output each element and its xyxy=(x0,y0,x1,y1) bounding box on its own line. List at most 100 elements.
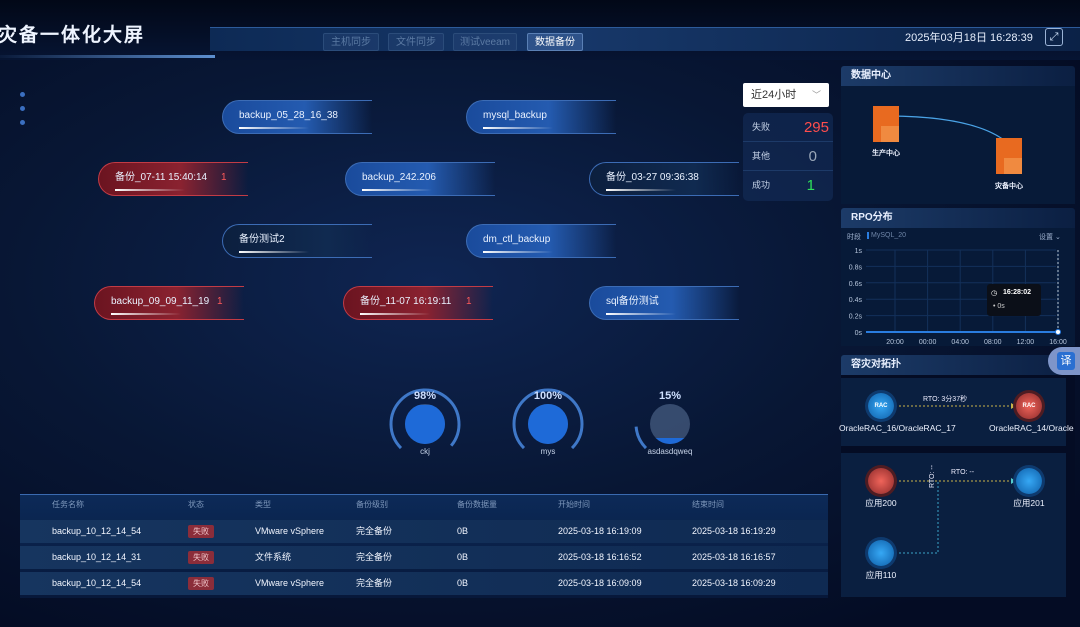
topology-panel: RAC RAC RTO: 3分37秒 OracleRAC_16/OracleRA… xyxy=(839,375,1075,597)
backup-job-card[interactable]: sql备份测试 xyxy=(589,286,739,320)
rac-node-icon[interactable]: RAC xyxy=(1016,393,1042,419)
backup-job-card[interactable]: 备份_03-27 09:36:38 xyxy=(589,162,739,196)
table-row[interactable]: backup_10_12_14_31 失败 文件系统 完全备份 0B 2025-03-18… xyxy=(20,546,828,569)
cell-text: backup_10_12_14_54 xyxy=(52,578,142,588)
filter-label: 时段 xyxy=(847,234,861,241)
app-node-icon[interactable] xyxy=(868,468,894,494)
backup-job-card[interactable]: backup_09_09_11_19 1 xyxy=(94,286,244,320)
gauge-ring xyxy=(634,404,690,450)
tooltip-value: • 0s xyxy=(993,303,1005,310)
table-row[interactable]: backup_10_12_14_54 失败 VMware vSphere 完全备份 0B… xyxy=(20,520,828,543)
gauge-fill xyxy=(650,438,690,444)
rac-node-icon[interactable]: RAC xyxy=(868,393,894,419)
job-name: 备份_07-11 15:40:14 xyxy=(115,172,208,183)
link-line xyxy=(895,478,1016,554)
gauge: 100% xyxy=(508,382,588,462)
progress-bar xyxy=(483,127,553,129)
gauge-arc xyxy=(512,388,584,450)
translate-button[interactable]: 译 xyxy=(1048,347,1080,375)
cell: 0B xyxy=(457,546,468,569)
cell-text: 完全备份 xyxy=(356,526,393,536)
building-icon xyxy=(873,106,899,142)
topology-title: 容灾对拓扑 xyxy=(841,355,1075,375)
app-node-icon[interactable] xyxy=(1016,468,1042,494)
tab-host-sync[interactable]: 主机同步 xyxy=(323,33,379,51)
cell: 完全备份 xyxy=(356,572,392,595)
job-name: 备份测试2 xyxy=(239,234,285,245)
datacenter-panel: 生产中心 灾备中心 xyxy=(841,86,1075,204)
y-tick-label: 0.8s xyxy=(849,264,863,271)
target-node-label: OracleRAC_14/OracleRAC_15 xyxy=(989,423,1074,433)
source-node-label: 应用200 xyxy=(865,498,897,508)
cell: 0B xyxy=(457,572,468,595)
progress-bar xyxy=(360,313,430,315)
datacenter-link xyxy=(873,106,1022,174)
page-dots[interactable] xyxy=(20,92,25,134)
progress-bar xyxy=(362,189,432,191)
backup-job-card[interactable]: 备份测试2 xyxy=(222,224,372,258)
fullscreen-icon[interactable]: ⤢ xyxy=(1045,28,1063,46)
x-tick-label: 16:00 xyxy=(1049,339,1067,346)
rto-label-vertical: RTO: -- xyxy=(929,464,937,489)
backup-job-card[interactable]: backup_242.206 xyxy=(345,162,495,196)
stats-panel: 失败 295 其他 0 成功 1 xyxy=(743,113,833,201)
series-filter[interactable]: MySQL_20 xyxy=(867,232,906,239)
job-name: dm_ctl_backup xyxy=(483,234,551,245)
chart-tooltip: ◷ 16:28:02 • 0s xyxy=(987,284,1041,316)
progress-bar xyxy=(115,189,185,191)
stat-label: 成功 xyxy=(752,180,771,190)
target-node-label: 应用201 xyxy=(1013,498,1045,508)
cell: 0B xyxy=(457,520,468,543)
fail-count: 1 xyxy=(466,296,472,307)
gauge-label: mys xyxy=(540,447,556,456)
gauge-arc xyxy=(389,388,461,450)
topology-pair-2: RTO: -- RTO: -- 应用200 应用201 应用110 xyxy=(841,453,1066,597)
gauge-fill xyxy=(405,404,445,444)
tab-test-veeam[interactable]: 测试veeam xyxy=(453,33,517,51)
settings-label: 设置 xyxy=(1039,234,1053,241)
cell: 完全备份 xyxy=(356,546,392,569)
col-header: 备份级别 xyxy=(356,500,388,509)
cell: 2025-03-18 16:09:29 xyxy=(692,572,776,595)
page-title: 灾备一体化大屏 xyxy=(0,25,146,46)
fail-count: 1 xyxy=(221,172,227,183)
backup-job-card[interactable]: mysql_backup xyxy=(466,100,616,134)
tab-data-backup[interactable]: 数据备份 xyxy=(527,33,583,51)
progress-bar xyxy=(239,251,309,253)
cell-text: 2025-03-18 16:09:29 xyxy=(692,578,776,588)
cell-text: 完全备份 xyxy=(356,578,393,588)
app-node-icon[interactable] xyxy=(868,540,894,566)
job-name: 备份_03-27 09:36:38 xyxy=(606,172,699,183)
topology-pair-1: RAC RAC RTO: 3分37秒 OracleRAC_16/OracleRA… xyxy=(839,378,1074,446)
y-tick-label: 0s xyxy=(855,330,863,337)
col-header: 状态 xyxy=(188,500,204,509)
gauge-fill xyxy=(528,404,568,444)
x-tick-label: 04:00 xyxy=(951,339,969,346)
header-line xyxy=(0,55,215,58)
time-range-select[interactable]: 近24小时 ﹀ xyxy=(743,83,829,107)
gauge: 15% xyxy=(630,382,710,462)
progress-bar xyxy=(483,251,553,253)
gauge-label: ckj xyxy=(420,447,430,456)
cell-text: VMware vSphere xyxy=(255,578,325,588)
backup-job-card[interactable]: backup_05_28_16_38 xyxy=(222,100,372,134)
backup-job-card[interactable]: dm_ctl_backup xyxy=(466,224,616,258)
tab-file-sync[interactable]: 文件同步 xyxy=(388,33,444,51)
gauge-ring xyxy=(512,388,584,450)
cell-text: 完全备份 xyxy=(356,552,393,562)
job-name: backup_05_28_16_38 xyxy=(239,110,338,121)
backup-job-card[interactable]: 备份_11-07 16:19:11 1 xyxy=(343,286,493,320)
backup-job-card[interactable]: 备份_07-11 15:40:14 1 xyxy=(98,162,248,196)
gauge-percent: 15% xyxy=(658,390,682,402)
cell-text: 2025-03-18 16:16:52 xyxy=(558,552,642,562)
table-row[interactable]: backup_10_12_14_54 失败 VMware vSphere 完全备份 0B… xyxy=(20,572,828,595)
settings-dropdown[interactable]: 设置 ⌄ xyxy=(1039,234,1061,241)
col-header: 结束时间 xyxy=(692,500,724,509)
gauge-bowl xyxy=(650,404,690,444)
cell-text: 2025-03-18 16:19:09 xyxy=(558,526,642,536)
y-tick-label: 0.2s xyxy=(849,314,863,321)
table-header: 任务名称 状态 类型 备份级别 备份数据量 开始时间 结束时间 xyxy=(20,494,828,514)
cell: backup_10_12_14_31 xyxy=(52,546,141,569)
progress-bar xyxy=(239,127,309,129)
y-tick-label: 1s xyxy=(855,248,863,255)
